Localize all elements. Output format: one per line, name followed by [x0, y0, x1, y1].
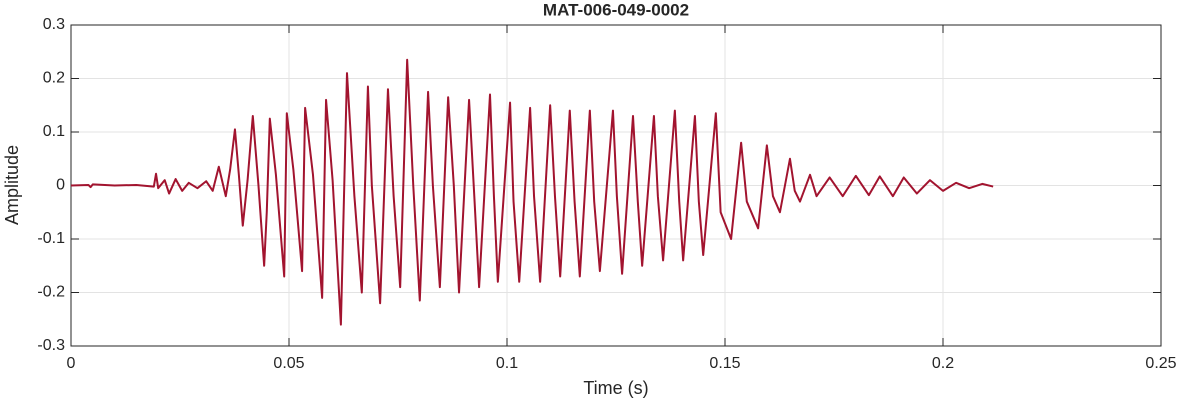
x-tick-label: 0.05	[273, 355, 304, 372]
y-tick-label: -0.3	[37, 337, 65, 354]
y-tick-label: 0	[56, 177, 65, 194]
chart-title: MAT-006-049-0002	[543, 0, 689, 19]
x-tick-label: 0	[67, 355, 76, 372]
x-tick-label: 0.1	[496, 355, 518, 372]
waveform-line	[70, 58, 994, 326]
y-tick-label: 0.2	[43, 70, 65, 87]
y-axis-label: Amplitude	[2, 145, 22, 225]
y-tick-label: -0.1	[37, 230, 65, 247]
x-tick-label: 0.2	[932, 355, 954, 372]
y-tick-label: -0.2	[37, 284, 65, 301]
y-tick-label: 0.1	[43, 123, 65, 140]
y-tick-label: 0.3	[43, 16, 65, 33]
x-axis-label: Time (s)	[583, 378, 648, 398]
x-tick-label: 0.15	[709, 355, 740, 372]
x-tick-label: 0.25	[1145, 355, 1176, 372]
